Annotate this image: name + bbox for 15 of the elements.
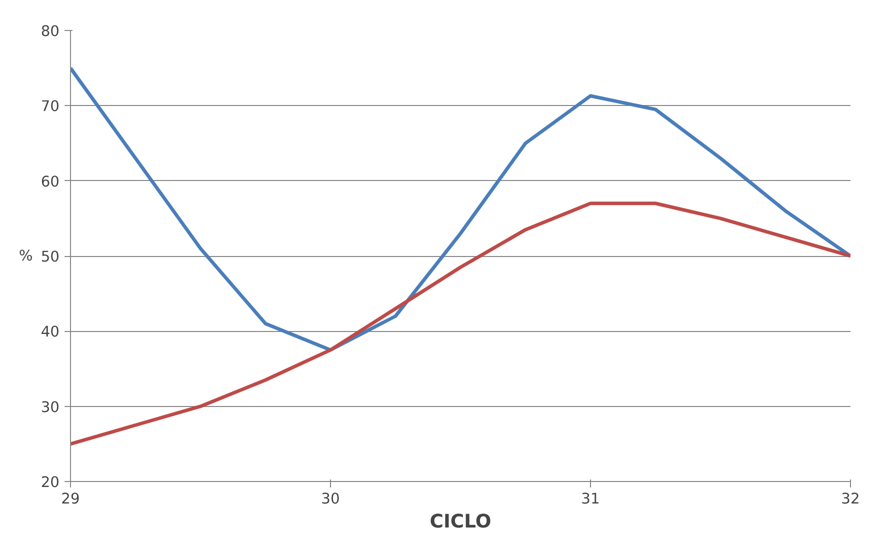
y-tick-label: 20 [40,474,60,491]
y-axis-title: % [18,248,33,264]
line-series [70,66,850,352]
y-tick-label: 30 [40,398,60,416]
y-tick-label: 50 [40,248,60,266]
x-tick-label: 32 [841,490,860,508]
y-tick-label: 70 [40,98,60,116]
x-tick-label: 29 [61,490,80,508]
x-axis-title: CICLO [430,512,492,532]
x-tick-label: 30 [321,490,340,508]
y-tick-label: 60 [40,173,60,190]
y-tick-label: 80 [40,23,60,40]
y-tick-label: 40 [40,324,60,341]
x-tick-label: 31 [581,490,600,508]
line-series [70,202,850,446]
